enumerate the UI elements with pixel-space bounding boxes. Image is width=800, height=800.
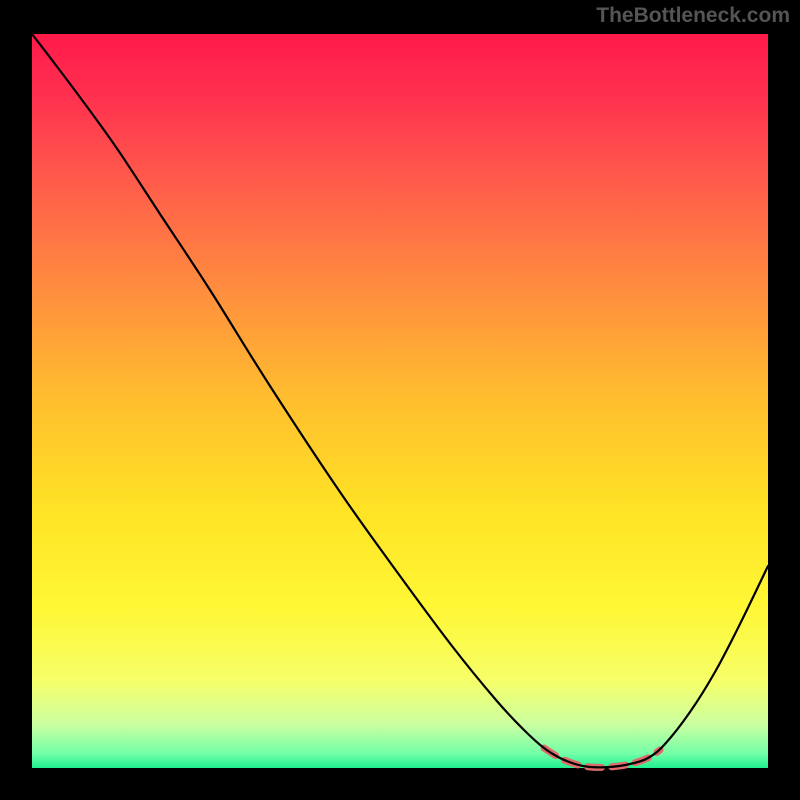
- chart-background: [32, 34, 768, 768]
- watermark-text: TheBottleneck.com: [596, 4, 790, 28]
- bottleneck-chart: [0, 0, 800, 800]
